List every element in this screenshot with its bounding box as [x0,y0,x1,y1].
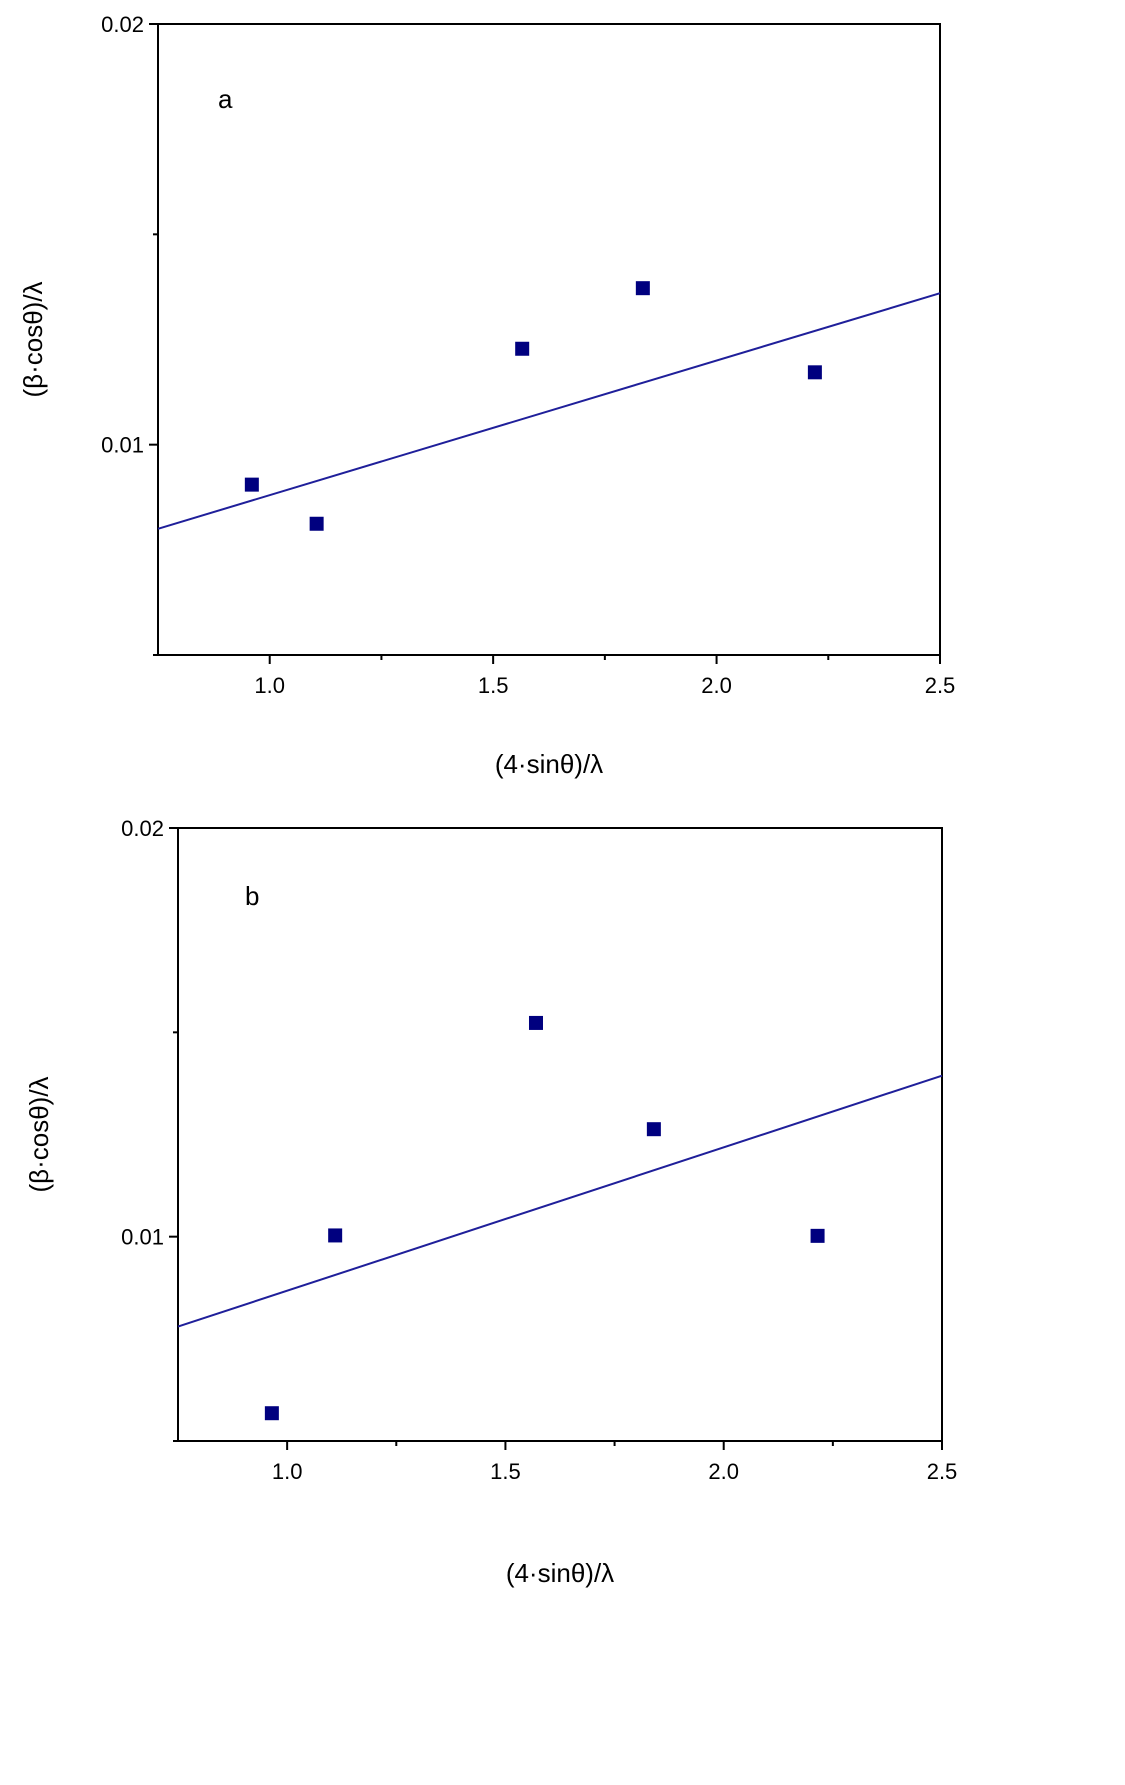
data-point [264,1406,279,1421]
chart-panel-b: 1.0 1.5 2.0 2.5 0.01 0.02 b (4·sinθ)/λ (β·cos… [24,816,957,1588]
axis-ticks [149,23,941,664]
y-tick-label: 0.02 [101,12,144,37]
x-tick-label: 2.0 [701,673,732,698]
tick-labels: 1.0 1.5 2.0 2.5 0.01 0.02 [121,816,957,1484]
axis-ticks [169,827,943,1450]
x-axis-title: (4·sinθ)/λ [506,1558,614,1588]
data-point [309,516,324,531]
chart-panel-a: 1.0 1.5 2.0 2.5 0.01 0.02 a (4·sinθ)/λ (β·cos… [18,12,955,779]
data-point [810,1228,825,1243]
panel-label: a [218,84,233,114]
plot-frame [177,827,943,1442]
data-points [244,281,822,531]
panel-label: b [245,881,259,911]
x-tick-label: 1.5 [478,673,509,698]
data-point [328,1228,343,1243]
x-tick-label: 2.0 [708,1459,739,1484]
data-point [807,365,822,380]
fit-line [177,1074,943,1328]
plot-frame [157,23,941,656]
data-point [635,281,650,296]
data-points [264,1015,825,1421]
x-tick-label: 1.0 [254,673,285,698]
data-point [244,477,259,492]
y-axis-title: (β·cosθ)/λ [18,281,48,397]
y-tick-label: 0.01 [121,1225,164,1250]
fit-line [157,292,941,530]
y-tick-label: 0.01 [101,433,144,458]
tick-labels: 1.0 1.5 2.0 2.5 0.01 0.02 [101,12,955,698]
x-tick-label: 1.5 [490,1459,521,1484]
data-point [646,1122,661,1137]
x-tick-label: 1.0 [272,1459,303,1484]
x-tick-label: 2.5 [927,1459,958,1484]
data-point [515,341,530,356]
x-axis-title: (4·sinθ)/λ [495,749,603,779]
data-point [528,1015,543,1030]
y-axis-title: (β·cosθ)/λ [24,1076,54,1192]
y-tick-label: 0.02 [121,816,164,841]
x-tick-label: 2.5 [925,673,956,698]
